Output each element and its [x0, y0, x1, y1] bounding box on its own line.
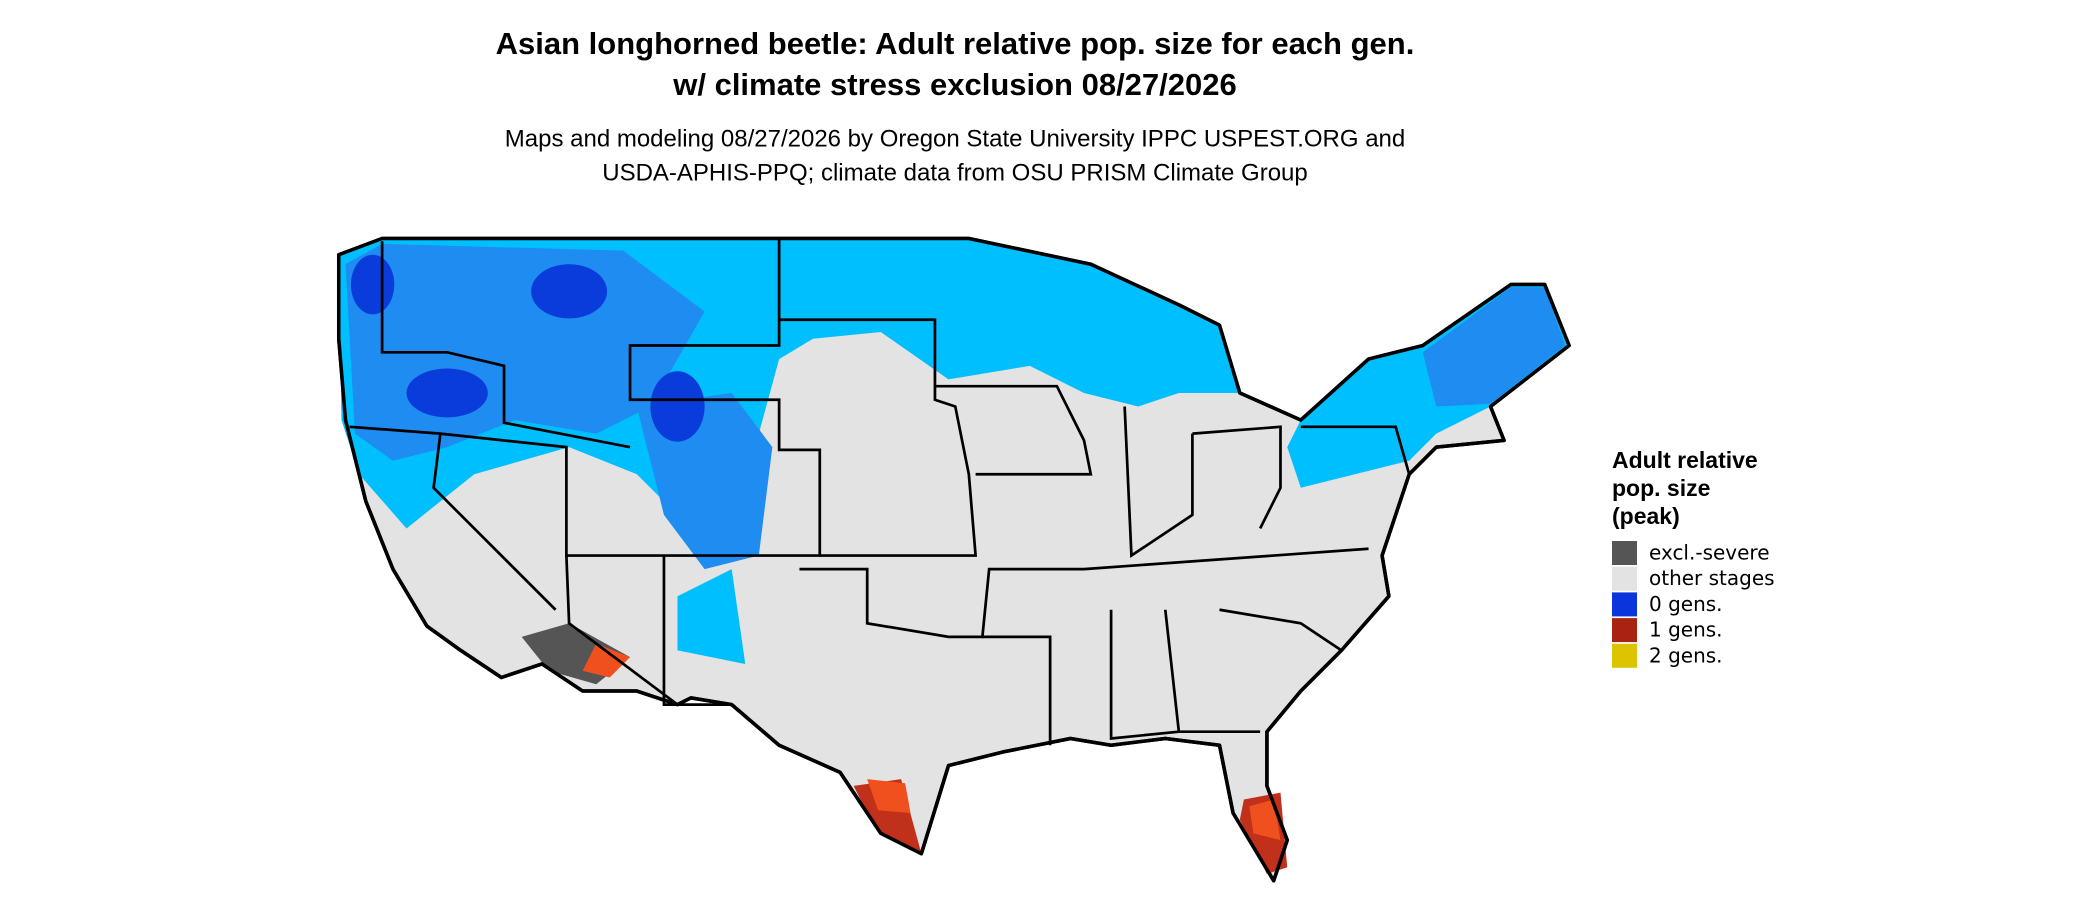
legend-swatch: [1612, 618, 1637, 643]
legend-swatch: [1612, 541, 1637, 565]
subtitle-line: USDA-APHIS-PPQ; climate data from OSU PR…: [602, 159, 1308, 186]
warm-region: [1249, 799, 1281, 841]
legend-label: 2 gens.: [1649, 643, 1723, 667]
us-outline: [336, 236, 1571, 883]
cold-region: [406, 368, 488, 418]
warm-region: [582, 643, 631, 678]
cold-region: [350, 254, 395, 315]
subtitle-line: Maps and modeling 08/27/2026 by Oregon S…: [505, 125, 1405, 152]
us-map: [336, 236, 1571, 883]
cold-region: [650, 371, 705, 442]
cold-region: [531, 264, 608, 319]
title-line: w/ climate stress exclusion 08/27/2026: [672, 67, 1237, 102]
title-line: Asian longhorned beetle: Adult relative …: [496, 26, 1415, 61]
legend-title: pop. size: [1612, 475, 1710, 501]
legend-label: excl.-severe: [1649, 541, 1770, 565]
legend-swatch: [1612, 592, 1637, 617]
warm-region: [867, 779, 911, 813]
cold-region: [1422, 287, 1566, 407]
legend-title: (peak): [1612, 503, 1680, 529]
legend-title: Adult relative: [1612, 447, 1758, 473]
legend-swatch: [1612, 566, 1637, 591]
legend-swatch: [1612, 643, 1637, 668]
legend-label: 0 gens.: [1649, 592, 1723, 616]
cold-region: [677, 569, 746, 664]
legend-label: 1 gens.: [1649, 618, 1723, 642]
legend-label: other stages: [1649, 566, 1775, 590]
state-borders: [349, 238, 1411, 746]
